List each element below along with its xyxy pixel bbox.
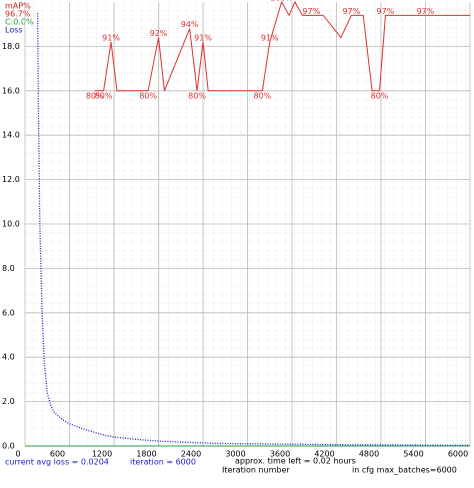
x-tick-label: 0 [15, 450, 20, 459]
y-tick-label: 10.0 [2, 220, 20, 229]
value-label: 91% [194, 33, 212, 42]
status-cfg: in cfg max_batches=6000 [352, 466, 457, 475]
y-tick-label: 18.0 [2, 42, 20, 51]
y-tick-label: 12.0 [2, 175, 20, 184]
x-tick-label: 4800 [359, 450, 379, 459]
value-label: 80% [253, 91, 271, 100]
value-label: 91% [102, 33, 120, 42]
x-tick-label: 4200 [314, 450, 334, 459]
y-tick-label: 8.0 [2, 264, 15, 273]
value-label: 97% [417, 7, 435, 16]
x-tick-label: 1800 [136, 450, 156, 459]
x-tick-label: 2400 [181, 450, 201, 459]
status-iteration: iteration = 6000 [130, 458, 196, 467]
value-label: 97% [377, 7, 395, 16]
x-tick-label: 1200 [92, 450, 112, 459]
y-tick-label: 14.0 [2, 131, 20, 140]
y-tick-label: 16.0 [2, 86, 20, 95]
x-tick-label: 3600 [270, 450, 290, 459]
y-tick-label: 4.0 [2, 353, 15, 362]
x-tick-label: 5400 [403, 450, 423, 459]
status-loss: current avg loss = 0.0204 [5, 458, 109, 467]
x-tick-label: 6000 [448, 450, 468, 459]
value-label: 97% [302, 7, 320, 16]
value-label: 91% [261, 33, 279, 42]
value-label: 80% [188, 91, 206, 100]
value-label: 80% [371, 91, 389, 100]
value-label: 94% [181, 20, 199, 29]
value-label: 80% [95, 91, 113, 100]
y-tick-label: 2.0 [2, 397, 15, 406]
value-label: 92% [150, 29, 168, 38]
legend-c: C:0.0% [5, 18, 34, 27]
x-tick-label: 3000 [225, 450, 245, 459]
value-label: 100% [270, 0, 293, 3]
y-tick-label: 6.0 [2, 308, 15, 317]
legend-map: mAP% [5, 2, 31, 11]
value-label: 80% [139, 91, 157, 100]
y-tick-label: 0.0 [2, 442, 15, 451]
value-label: 97% [342, 7, 360, 16]
x-tick-label: 600 [50, 450, 65, 459]
series-line [94, 0, 470, 92]
legend-loss: Loss [5, 26, 23, 35]
status-time: approx. time left = 0.02 hours [235, 457, 356, 466]
legend-map-value: 96.7% [5, 10, 31, 19]
value-label: 80% [86, 91, 104, 100]
x-axis-label: Iteration number [222, 466, 290, 475]
